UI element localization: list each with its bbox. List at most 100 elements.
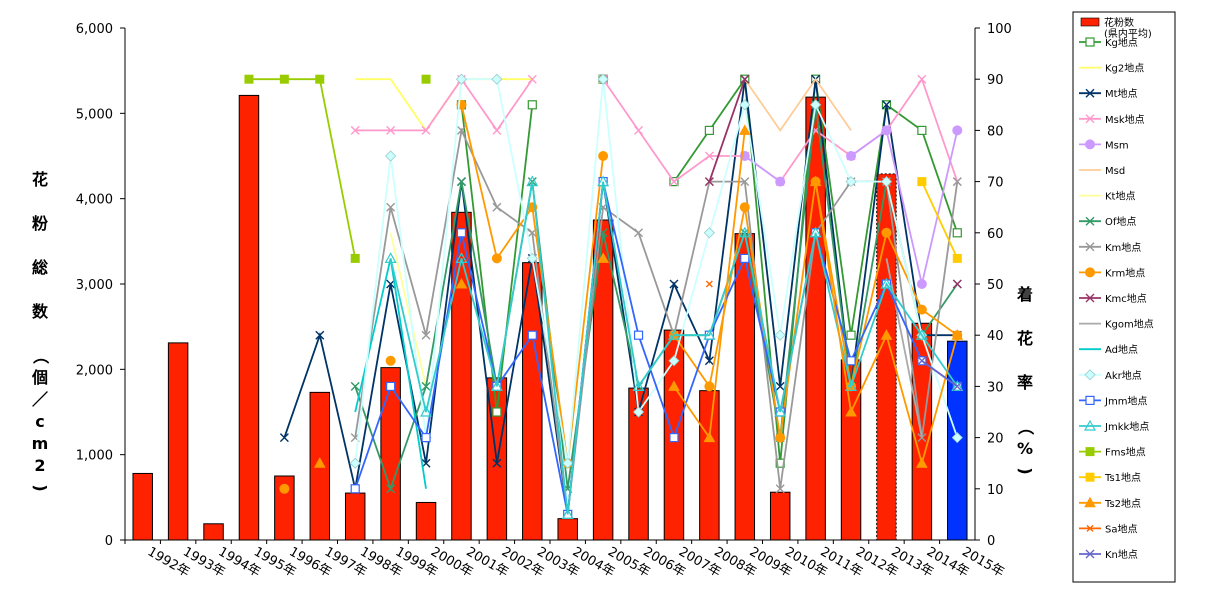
legend-swatch-marker — [1086, 524, 1094, 532]
point-Krm地点-2013年 — [881, 227, 892, 238]
legend-label: Ts1地点 — [1104, 471, 1141, 484]
point-Krm地点-2009年 — [739, 202, 750, 213]
axis-title-char: 着 — [1016, 285, 1033, 304]
bar-1999年 — [380, 367, 401, 541]
series-line-Jmkk地点 — [389, 181, 959, 515]
series-Kn地点 — [917, 356, 962, 391]
point-Ts2地点-2008年 — [703, 431, 716, 443]
legend-label: Jmm地点 — [1104, 394, 1147, 407]
legend-label-bars: (県内平均) — [1104, 27, 1152, 40]
point-Krm地点-2008年 — [704, 381, 715, 392]
legend-item-Mt地点: Mt地点 — [1079, 87, 1138, 100]
y-right-tick-label: 100 — [987, 22, 1012, 37]
point-Akr地点-2013年 — [880, 176, 893, 188]
point-Msk地点-2008年 — [704, 151, 714, 161]
point-Akr地点-2001年 — [455, 73, 468, 85]
legend-label: Msd — [1105, 166, 1125, 177]
legend-item-Krm地点: Krm地点 — [1079, 266, 1145, 279]
point-Msk地点-2007年 — [669, 177, 679, 187]
point-Km地点-2002年 — [492, 202, 502, 212]
point-Jmkk地点-2009年 — [738, 226, 751, 238]
series-Kgom地点 — [885, 258, 923, 438]
point-Msm-2013年 — [881, 125, 892, 136]
legend-label: Jmkk地点 — [1104, 420, 1149, 433]
point-Mt地点-2011年 — [811, 74, 821, 84]
line-series — [244, 73, 964, 519]
point-Kmc地点-2009年 — [740, 74, 750, 84]
bar-2008年 — [699, 390, 720, 541]
point-Akr地点-2003年 — [526, 252, 538, 264]
axis-title-char: 個 — [31, 368, 48, 387]
point-Msk地点-2003年 — [527, 74, 537, 84]
y-left-tick-label: 2,000 — [76, 363, 113, 378]
point-Msk地点-1998年 — [350, 125, 360, 135]
point-Mt地点-1996年 — [279, 433, 289, 443]
point-Km地点-2010年 — [775, 484, 785, 494]
legend-swatch-marker — [1084, 496, 1096, 508]
point-Jmm地点-1998年 — [350, 484, 360, 494]
legend-swatch-marker — [1083, 419, 1097, 431]
point-Akr地点-2006年 — [632, 406, 645, 418]
point-Msk地点-2000年 — [421, 125, 431, 135]
series-line-Of地点 — [354, 104, 959, 492]
y-right-tick-label: 80 — [987, 124, 1004, 139]
legend-swatch-marker — [1085, 395, 1095, 405]
point-Fms地点-1998年 — [350, 253, 360, 263]
legend-item-Fms地点: Fms地点 — [1079, 446, 1146, 459]
point-Jmkk地点-2014年 — [915, 328, 928, 340]
legend-label: Mt地点 — [1105, 87, 1138, 100]
point-Akr地点-2008年 — [703, 227, 715, 239]
point-Krm地点-2014年 — [916, 304, 927, 315]
series-line-Kn地点 — [921, 360, 958, 388]
point-Kg地点-2008年 — [704, 125, 714, 136]
point-Msm-2010年 — [775, 176, 786, 187]
point-Kg地点-2015年 — [952, 228, 962, 238]
y-right-tick-label: 30 — [987, 380, 1004, 395]
axis-title-char: ) — [31, 484, 50, 491]
point-Kmc地点-2015年 — [952, 279, 962, 289]
y-right-tick-label: 50 — [987, 278, 1004, 293]
bar-2010年 — [769, 491, 791, 541]
y-right-title: 着花率 （%) — [1016, 285, 1035, 475]
point-Jmkk地点-2001年 — [455, 252, 468, 263]
series-line-Jmm地点 — [354, 181, 958, 515]
series-Ts2地点 — [313, 124, 964, 468]
axis-title-char: （ — [31, 348, 50, 364]
point-Km地点-1999年 — [386, 202, 396, 212]
point-Km地点-2009年 — [740, 177, 750, 187]
legend-label: Kg2地点 — [1105, 62, 1144, 75]
point-Ts2地点-2013年 — [880, 329, 893, 340]
point-Km地点-2001年 — [456, 125, 466, 135]
point-Ts2地点-2001年 — [455, 277, 468, 289]
axis-title-char: ) — [1016, 467, 1035, 474]
point-Jmkk地点-2012年 — [845, 380, 858, 391]
point-Kn地点-2014年 — [917, 356, 927, 366]
point-Jmkk地点-2010年 — [774, 405, 787, 417]
legend-swatch-marker — [1085, 242, 1095, 252]
point-Krm地点-2005年 — [598, 151, 609, 161]
legend-swatch-marker — [1085, 447, 1095, 457]
legend-box — [1072, 11, 1176, 583]
legend-swatch-marker — [1084, 369, 1096, 381]
legend-item-Msk地点: Msk地点 — [1079, 113, 1145, 126]
y-right-tick-label: 20 — [987, 432, 1004, 447]
y-left-tick-label: 5,000 — [76, 107, 113, 122]
point-Jmkk地点-2007年 — [667, 328, 680, 340]
bar-1998年 — [344, 492, 366, 541]
axis-title-char: 2 — [34, 456, 45, 475]
point-Jmm地点-1999年 — [386, 381, 396, 391]
point-Ts2地点-2009年 — [738, 124, 751, 135]
y-left-tick-label: 6,000 — [76, 22, 113, 37]
axis-title-char: 数 — [32, 302, 49, 321]
point-Kg地点-2012年 — [846, 330, 856, 340]
legend-item-Kmc地点: Kmc地点 — [1079, 292, 1147, 305]
legend-item-Kg2地点: Kg2地点 — [1079, 62, 1144, 75]
legend-item-Sa地点: Sa地点 — [1079, 522, 1137, 535]
legend-item-Kg地点: Kg地点 — [1079, 36, 1138, 49]
legend-item-Jmm地点: Jmm地点 — [1079, 394, 1147, 407]
series-Kmc地点 — [704, 74, 962, 289]
axis-title-char: 粉 — [32, 214, 48, 233]
legend-label: Kg地点 — [1105, 36, 1138, 49]
point-Of地点-1998年 — [350, 381, 360, 391]
point-Kmc地点-2008年 — [704, 177, 714, 187]
